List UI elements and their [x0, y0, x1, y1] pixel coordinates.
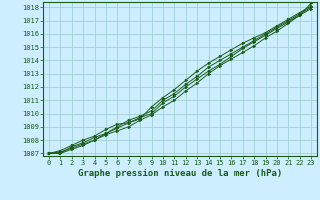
X-axis label: Graphe pression niveau de la mer (hPa): Graphe pression niveau de la mer (hPa): [78, 169, 282, 178]
